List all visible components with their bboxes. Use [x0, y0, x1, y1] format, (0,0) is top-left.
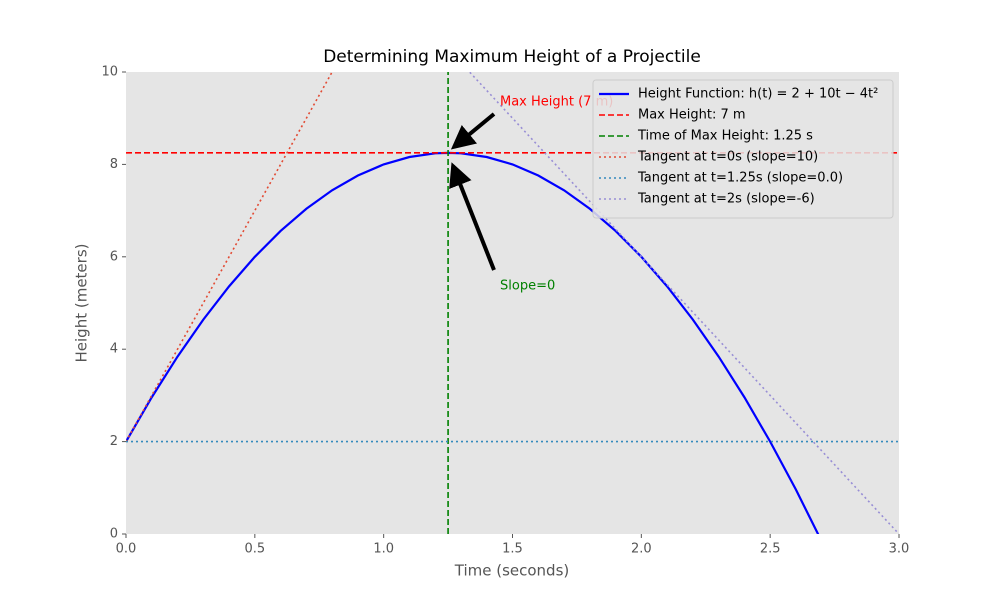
legend-label: Tangent at t=2s (slope=-6) — [637, 192, 815, 207]
x-tick-label: 0.5 — [244, 542, 265, 557]
legend-label: Tangent at t=0s (slope=10) — [637, 150, 818, 165]
chart-title: Determining Maximum Height of a Projecti… — [323, 47, 701, 67]
x-axis-label: Time (seconds) — [454, 562, 570, 580]
annotation-arrow — [450, 112, 496, 150]
legend: Height Function: h(t) = 2 + 10t − 4t² Max… — [592, 79, 894, 219]
y-tick-label: 0 — [110, 527, 118, 542]
x-tick-label: 0.0 — [116, 542, 137, 557]
annotation-text: Max Height (7 m) — [500, 95, 613, 110]
y-tick-label: 6 — [110, 249, 118, 264]
y-tick-label: 4 — [110, 342, 118, 357]
legend-box — [592, 79, 894, 219]
legend-label: Tangent at t=1.25s (slope=0.0) — [637, 171, 843, 186]
x-tick-label: 2.0 — [631, 542, 652, 557]
series-line — [468, 72, 899, 534]
y-axis-label: Height (meters) — [73, 244, 91, 363]
legend-label: Height Function: h(t) = 2 + 10t − 4t² — [638, 87, 878, 102]
annotation-arrow — [449, 162, 496, 271]
annotation-text: Slope=0 — [500, 279, 555, 294]
legend-label: Time of Max Height: 1.25 s — [637, 129, 813, 144]
x-tick-label: 1.5 — [502, 542, 523, 557]
legend-label: Max Height: 7 m — [638, 108, 746, 123]
x-tick-label: 2.5 — [760, 542, 781, 557]
y-tick-label: 8 — [110, 157, 118, 172]
x-tick-label: 3.0 — [889, 542, 910, 557]
x-tick-label: 1.0 — [373, 542, 394, 557]
y-tick-label: 2 — [110, 434, 118, 449]
y-tick-label: 10 — [101, 65, 118, 80]
